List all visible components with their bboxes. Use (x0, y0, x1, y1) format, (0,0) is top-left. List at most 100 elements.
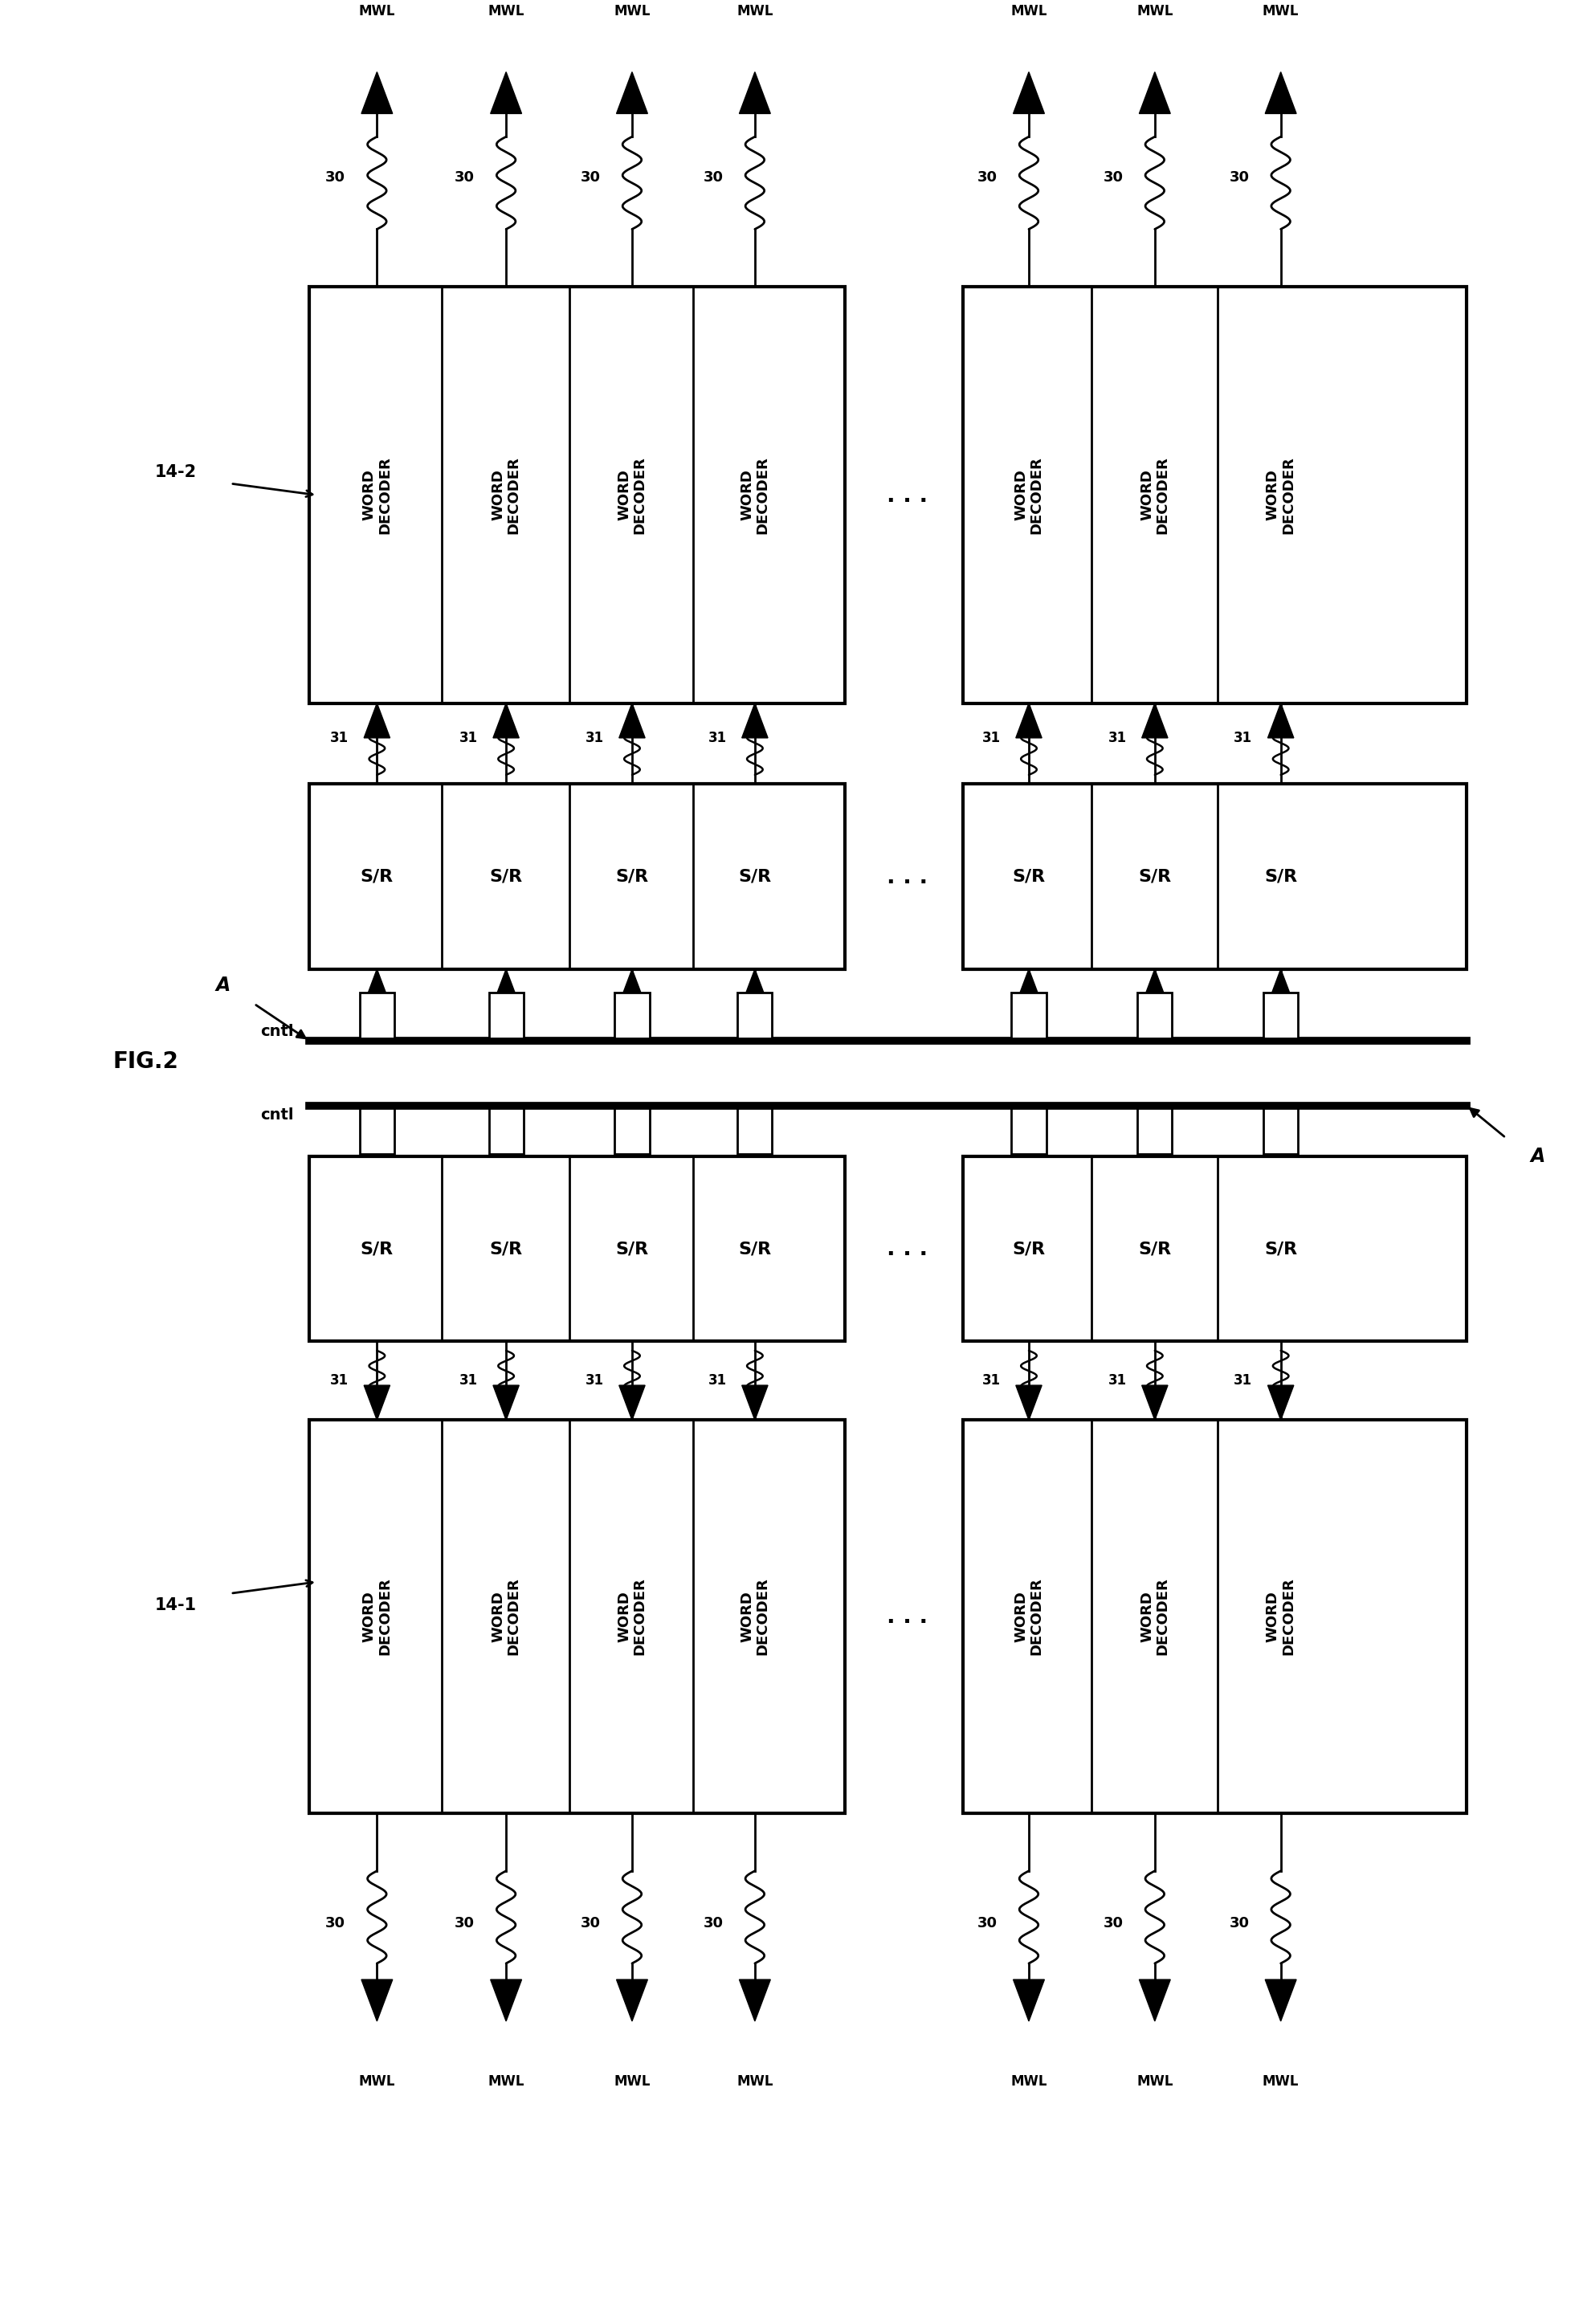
Text: S/R: S/R (360, 869, 393, 885)
Bar (489, 1109, 523, 1155)
Polygon shape (362, 72, 393, 114)
Polygon shape (365, 704, 390, 739)
Polygon shape (1268, 1122, 1293, 1157)
Text: 30: 30 (977, 170, 998, 184)
Text: . . .: . . . (887, 483, 928, 507)
Polygon shape (491, 1980, 521, 2022)
Text: WORD
DECODER: WORD DECODER (491, 1578, 521, 1655)
Text: 30: 30 (581, 1915, 600, 1931)
Polygon shape (362, 1980, 393, 2022)
Text: 30: 30 (455, 1915, 475, 1931)
Text: 31: 31 (1233, 730, 1252, 746)
Bar (1137, 992, 1172, 1039)
Polygon shape (1268, 704, 1293, 739)
Bar (309, 286, 845, 704)
Text: MWL: MWL (1137, 5, 1173, 19)
Polygon shape (493, 1385, 519, 1420)
Text: S/R: S/R (616, 1241, 649, 1257)
Text: cntl: cntl (261, 1106, 294, 1122)
Text: MWL: MWL (1263, 5, 1300, 19)
Polygon shape (1142, 704, 1168, 739)
Text: MWL: MWL (1137, 2075, 1173, 2089)
Bar (1263, 992, 1298, 1039)
Polygon shape (742, 1122, 767, 1157)
Text: 31: 31 (459, 1373, 478, 1387)
Bar (360, 1109, 395, 1155)
Text: WORD
DECODER: WORD DECODER (617, 456, 647, 535)
Polygon shape (1014, 1980, 1044, 2022)
Polygon shape (1138, 72, 1170, 114)
Text: FIG.2: FIG.2 (112, 1050, 178, 1074)
Text: . . .: . . . (887, 1239, 928, 1260)
Text: S/R: S/R (1012, 869, 1045, 885)
Polygon shape (493, 969, 519, 1004)
Text: MWL: MWL (358, 2075, 395, 2089)
Text: 31: 31 (459, 730, 478, 746)
Text: S/R: S/R (1138, 1241, 1172, 1257)
Polygon shape (619, 1122, 646, 1157)
Text: WORD
DECODER: WORD DECODER (1014, 1578, 1044, 1655)
Text: 31: 31 (586, 1373, 603, 1387)
Text: WORD
DECODER: WORD DECODER (741, 456, 771, 535)
Polygon shape (1138, 1980, 1170, 2022)
Bar (1263, 1109, 1298, 1155)
Polygon shape (619, 1385, 646, 1420)
Text: 14-1: 14-1 (155, 1597, 196, 1613)
Text: MWL: MWL (736, 2075, 774, 2089)
Polygon shape (742, 704, 767, 739)
Polygon shape (365, 1122, 390, 1157)
Bar (737, 1109, 772, 1155)
Text: . . .: . . . (887, 1606, 928, 1627)
Text: WORD
DECODER: WORD DECODER (617, 1578, 647, 1655)
Bar (309, 1157, 845, 1341)
Polygon shape (493, 1122, 519, 1157)
Bar (614, 992, 649, 1039)
Polygon shape (1015, 1122, 1042, 1157)
Polygon shape (1015, 969, 1042, 1004)
Text: WORD
DECODER: WORD DECODER (1266, 1578, 1296, 1655)
Text: S/R: S/R (1265, 1241, 1298, 1257)
Text: 30: 30 (1104, 170, 1123, 184)
Text: WORD
DECODER: WORD DECODER (1266, 456, 1296, 535)
Polygon shape (365, 969, 390, 1004)
Text: A: A (215, 976, 231, 995)
Polygon shape (1015, 704, 1042, 739)
Polygon shape (1142, 1385, 1168, 1420)
Polygon shape (1268, 969, 1293, 1004)
Polygon shape (739, 1980, 771, 2022)
Text: WORD
DECODER: WORD DECODER (1140, 1578, 1170, 1655)
Text: MWL: MWL (358, 5, 395, 19)
Text: 31: 31 (1233, 1373, 1252, 1387)
Text: MWL: MWL (614, 5, 651, 19)
Polygon shape (619, 704, 646, 739)
Text: S/R: S/R (1012, 1241, 1045, 1257)
Text: A: A (1530, 1146, 1544, 1167)
Text: 30: 30 (325, 170, 346, 184)
Text: MWL: MWL (736, 5, 774, 19)
Polygon shape (493, 704, 519, 739)
Bar (309, 1420, 845, 1813)
Text: 31: 31 (1108, 1373, 1126, 1387)
Text: WORD
DECODER: WORD DECODER (1140, 456, 1170, 535)
Polygon shape (1268, 1385, 1293, 1420)
Text: 30: 30 (1104, 1915, 1123, 1931)
Polygon shape (1014, 72, 1044, 114)
Polygon shape (1265, 72, 1296, 114)
Text: 30: 30 (1228, 1915, 1249, 1931)
Text: 31: 31 (707, 1373, 726, 1387)
Text: MWL: MWL (1011, 2075, 1047, 2089)
Text: S/R: S/R (489, 1241, 523, 1257)
Text: S/R: S/R (739, 869, 772, 885)
Text: 30: 30 (703, 170, 723, 184)
Text: 31: 31 (586, 730, 603, 746)
Polygon shape (742, 969, 767, 1004)
Text: 31: 31 (330, 730, 349, 746)
Bar (360, 992, 395, 1039)
Text: S/R: S/R (360, 1241, 393, 1257)
Polygon shape (491, 72, 521, 114)
Text: 31: 31 (707, 730, 726, 746)
Text: 31: 31 (330, 1373, 349, 1387)
Bar (614, 1109, 649, 1155)
Bar (963, 286, 1467, 704)
Text: WORD
DECODER: WORD DECODER (491, 456, 521, 535)
